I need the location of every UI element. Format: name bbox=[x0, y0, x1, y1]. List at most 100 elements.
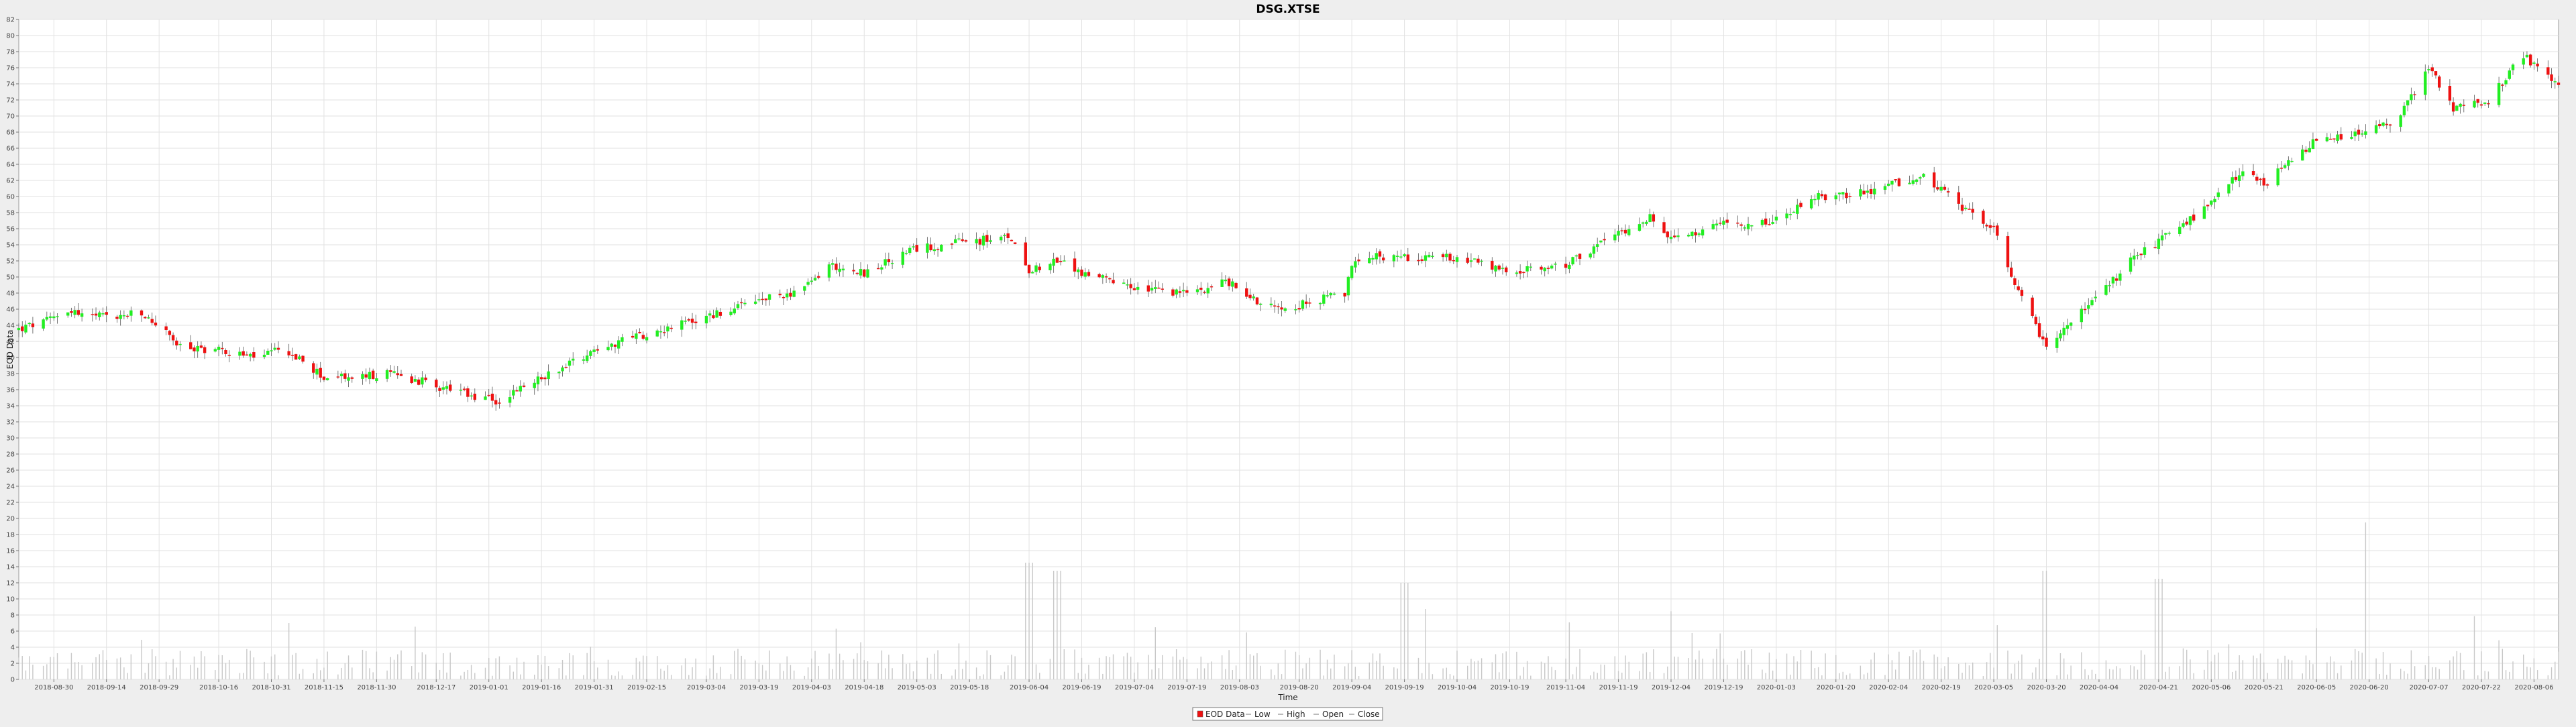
candle-body bbox=[2192, 214, 2196, 221]
candle-body bbox=[1112, 280, 1115, 284]
candle-body bbox=[1788, 214, 1792, 215]
y-tick-label: 70 bbox=[6, 113, 15, 121]
candle-body bbox=[1890, 180, 1894, 185]
candle-body bbox=[1248, 294, 1252, 298]
candle-body bbox=[2308, 148, 2311, 153]
x-tick-label: 2019-05-03 bbox=[898, 684, 936, 691]
candle-body bbox=[715, 310, 718, 318]
plot-area bbox=[18, 19, 2559, 680]
x-tick-label: 2019-02-15 bbox=[627, 684, 666, 691]
candle-body bbox=[2438, 76, 2441, 88]
legend-item-low: Low bbox=[1254, 710, 1271, 719]
candle-body bbox=[73, 310, 76, 315]
candle-body bbox=[1736, 222, 1739, 224]
candle-body bbox=[273, 347, 276, 350]
candle-body bbox=[1406, 254, 1409, 262]
candle-body bbox=[1817, 192, 1820, 200]
candle-body bbox=[904, 253, 908, 254]
x-tick-label: 2019-12-19 bbox=[1704, 684, 1743, 691]
candle-body bbox=[252, 352, 256, 358]
candle-body bbox=[1518, 271, 1522, 274]
candle-body bbox=[561, 367, 564, 372]
candle-body bbox=[666, 326, 669, 332]
candle-body bbox=[859, 269, 863, 276]
candle-body bbox=[1083, 272, 1087, 277]
candle-body bbox=[694, 321, 698, 323]
x-tick-label: 2020-05-06 bbox=[2192, 684, 2231, 691]
x-tick-label: 2018-11-15 bbox=[305, 684, 343, 691]
x-tick-label: 2020-06-05 bbox=[2297, 684, 2336, 691]
candle-body bbox=[1701, 229, 1705, 236]
candle-body bbox=[1206, 288, 1210, 294]
candle-body bbox=[1108, 278, 1112, 280]
candle-body bbox=[466, 388, 470, 397]
candle-body bbox=[203, 347, 207, 353]
candle-body bbox=[572, 358, 575, 361]
candle-body bbox=[1203, 291, 1206, 293]
x-tick-label: 2019-10-04 bbox=[1438, 684, 1477, 691]
candle-body bbox=[290, 355, 294, 356]
candle-body bbox=[21, 326, 24, 331]
candle-body bbox=[1809, 199, 1813, 209]
candle-body bbox=[339, 374, 343, 377]
candle-body bbox=[1883, 186, 1887, 190]
candle-body bbox=[325, 378, 329, 380]
candle-body bbox=[119, 315, 122, 319]
candle-body bbox=[473, 394, 477, 400]
x-tick-label: 2019-01-01 bbox=[470, 684, 508, 691]
candle-body bbox=[519, 386, 522, 392]
candle-body bbox=[1592, 246, 1596, 254]
candle-body bbox=[213, 349, 217, 352]
candle-body bbox=[462, 388, 466, 390]
candle-body bbox=[2402, 105, 2406, 115]
candle-body bbox=[144, 317, 147, 319]
candle-body bbox=[56, 316, 59, 318]
x-tick-label: 2019-03-19 bbox=[739, 684, 778, 691]
candle-body bbox=[2536, 63, 2539, 67]
candle-body bbox=[908, 247, 912, 254]
candle-body bbox=[789, 292, 792, 297]
candle-body bbox=[2413, 94, 2416, 96]
candle-body bbox=[792, 290, 796, 297]
candle-body bbox=[1623, 229, 1627, 234]
candle-body bbox=[1774, 217, 1778, 221]
y-tick-label: 62 bbox=[6, 178, 15, 185]
candle-body bbox=[270, 350, 273, 351]
candle-body bbox=[2259, 178, 2262, 180]
candle-body bbox=[890, 263, 894, 264]
candle-body bbox=[1722, 221, 1725, 225]
y-tick-label: 48 bbox=[6, 290, 15, 298]
candle-body bbox=[343, 373, 347, 379]
candle-body bbox=[312, 363, 315, 373]
candle-body bbox=[1578, 254, 1582, 259]
candle-body bbox=[782, 296, 786, 298]
y-tick-label: 18 bbox=[6, 532, 15, 539]
candle-body bbox=[98, 312, 101, 317]
x-tick-label: 2018-10-31 bbox=[252, 684, 290, 691]
candle-body bbox=[1491, 260, 1494, 270]
candle-body bbox=[2234, 176, 2238, 180]
y-tick-label: 50 bbox=[6, 274, 15, 282]
candle-body bbox=[743, 302, 747, 304]
candle-body bbox=[347, 377, 350, 381]
candle-body bbox=[1034, 265, 1038, 272]
candle-body bbox=[1399, 256, 1403, 258]
candle-body bbox=[2522, 58, 2525, 65]
candle-body bbox=[389, 370, 392, 372]
candle-body bbox=[1750, 225, 1754, 227]
candle-body bbox=[2374, 125, 2378, 133]
candle-body bbox=[1378, 251, 1382, 257]
candle-body bbox=[641, 335, 645, 339]
candle-body bbox=[2178, 227, 2182, 234]
candle-body bbox=[936, 249, 940, 251]
candle-body bbox=[1395, 256, 1399, 257]
candle-body bbox=[954, 239, 957, 243]
y-tick-label: 12 bbox=[6, 580, 15, 588]
legend-item-eod: EOD Data bbox=[1205, 710, 1245, 719]
candle-body bbox=[2188, 216, 2192, 225]
candle-body bbox=[704, 315, 708, 324]
candle-body bbox=[1059, 261, 1063, 263]
candle-body bbox=[708, 313, 712, 316]
candle-body bbox=[1477, 258, 1480, 263]
